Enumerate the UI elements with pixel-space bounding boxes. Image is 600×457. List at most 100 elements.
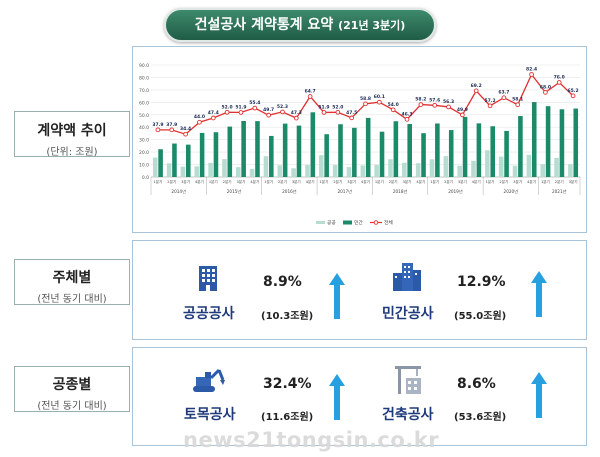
data-label: 64.7 — [305, 88, 316, 94]
public-amount: (10.3조원) — [261, 311, 314, 322]
data-label: 65.2 — [568, 88, 579, 94]
x-tick-label: 1분기 — [153, 179, 162, 184]
x-tick-label: 2분기 — [555, 179, 564, 184]
public-bar — [249, 168, 255, 177]
up-arrow-icon — [329, 374, 345, 420]
civil-amount: (11.6조원) — [261, 412, 314, 423]
x-tick-label: 1분기 — [375, 179, 384, 184]
private-bar — [324, 134, 329, 177]
private-bar — [255, 121, 260, 177]
building-amount: (53.6조원) — [454, 412, 507, 423]
public-bar — [152, 157, 158, 177]
total-point — [238, 110, 244, 115]
total-point — [404, 117, 410, 122]
x-tick-label: 3분기 — [236, 179, 245, 184]
data-label: 37.9 — [166, 122, 177, 128]
x-tick-label: 1분기 — [430, 179, 439, 184]
data-label: 51.9 — [318, 104, 329, 110]
building-construction-label: 건축공사 — [382, 407, 434, 423]
total-point — [515, 102, 521, 108]
x-tick-label: 4분기 — [306, 179, 315, 184]
total-point — [390, 107, 396, 113]
page-title: 건설공사 계약통계 요약 (21년 3분기) — [164, 8, 436, 42]
year-label: 2016년 — [282, 188, 297, 194]
up-arrow-icon — [531, 372, 547, 418]
public-bar — [554, 157, 559, 177]
private-bar — [185, 144, 191, 177]
public-bar — [277, 165, 283, 177]
public-bar — [360, 165, 366, 177]
public-bar — [526, 154, 532, 177]
data-label: 57.6 — [429, 97, 440, 103]
entity-panel: 공공공사 8.9% (10.3조원) 민간공사 12.9% (55.0조원) — [132, 240, 587, 340]
x-tick-label: 1분기 — [320, 179, 329, 184]
data-label: 34.4 — [180, 126, 191, 132]
data-label: 60.1 — [374, 94, 385, 100]
up-arrow-icon — [531, 271, 547, 317]
total-point — [266, 112, 271, 118]
private-bar — [379, 131, 385, 177]
data-label: 44.0 — [194, 114, 205, 120]
x-tick-label: 3분기 — [292, 179, 301, 184]
private-bar — [490, 126, 496, 177]
total-point — [446, 104, 451, 110]
data-label: 46.3 — [401, 111, 412, 117]
private-bar — [393, 121, 399, 177]
building-icon — [199, 266, 217, 291]
x-tick-label: 4분기 — [527, 179, 536, 184]
total-point — [210, 115, 216, 121]
trend-label-box: 계약액 추이 (단위: 조원) — [14, 111, 130, 158]
private-amount: (55.0조원) — [454, 311, 507, 322]
data-label: 37.9 — [152, 122, 163, 128]
legend-public-label: 공공 — [327, 220, 336, 226]
data-label: 52.0 — [222, 104, 233, 110]
data-label: 82.4 — [526, 66, 537, 72]
private-bar — [199, 132, 205, 177]
public-bar — [194, 166, 200, 177]
chart-panel: 0.0 10.0 20.0 30.0 40.0 50.0 60.0 70.0 80.0 90.0 3… — [132, 46, 587, 233]
x-tick-label: 4분기 — [416, 179, 425, 184]
x-tick-label: 1분기 — [209, 179, 218, 184]
data-label: 68.0 — [540, 84, 551, 90]
type-panel: 토목공사 32.4% (11.6조원) 건축공사 8.6% (53.6조원) — [132, 347, 587, 446]
private-bar — [310, 112, 316, 177]
trend-chart: 0.0 10.0 20.0 30.0 40.0 50.0 60.0 70.0 80.0 90.0 3… — [139, 63, 581, 226]
public-bar — [332, 165, 338, 177]
data-label: 63.7 — [498, 90, 509, 96]
public-bar — [471, 160, 476, 177]
public-bar — [222, 159, 227, 177]
public-bar — [457, 165, 462, 177]
private-bar — [269, 135, 274, 177]
private-bar — [573, 108, 579, 177]
public-bar — [415, 163, 421, 177]
public-bar — [498, 156, 504, 177]
total-point — [169, 127, 175, 133]
type-note: (전년 동기 대비) — [37, 401, 107, 412]
legend-total-marker — [373, 220, 379, 225]
private-bar — [435, 123, 440, 177]
total-point — [321, 110, 327, 115]
private-bar — [213, 132, 219, 177]
total-point — [252, 105, 258, 111]
private-bar — [352, 127, 357, 177]
public-bar — [263, 156, 269, 177]
legend-private-swatch — [343, 220, 352, 225]
private-bar — [545, 106, 551, 177]
total-point — [349, 115, 355, 121]
private-bar — [559, 109, 565, 177]
x-tick-label: 3분기 — [513, 179, 522, 184]
public-bar — [180, 166, 186, 177]
y-tick-label: 50.0 — [139, 113, 149, 119]
x-tick-label: 2분기 — [444, 179, 453, 184]
y-tick-label: 80.0 — [139, 75, 149, 81]
up-arrow-icon — [329, 273, 345, 319]
x-tick-label: 2분기 — [389, 179, 398, 184]
excavator-icon — [193, 368, 225, 392]
year-label: 2014년 — [171, 188, 186, 194]
trend-unit-note: (단위: 조원) — [46, 147, 98, 158]
data-label: 47.5 — [346, 110, 357, 116]
x-tick-label: 4분기 — [361, 179, 370, 184]
year-label: 2015년 — [227, 188, 242, 194]
city-buildings-icon — [393, 263, 421, 291]
data-label: 55.4 — [249, 100, 260, 106]
